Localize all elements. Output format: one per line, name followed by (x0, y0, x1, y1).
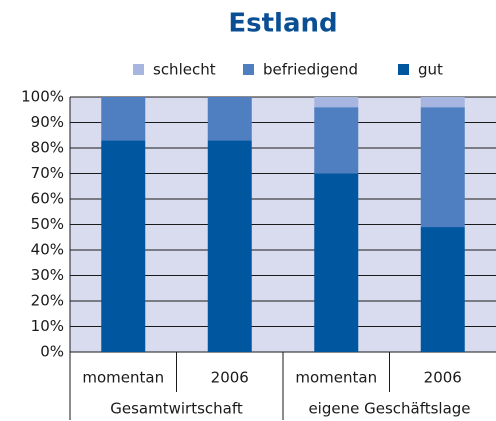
legend-swatch (133, 64, 144, 75)
bar-segment (101, 140, 146, 352)
x-tick-label: 2006 (424, 369, 462, 387)
y-tick-label: 10% (31, 317, 64, 335)
y-tick-label: 0% (40, 343, 64, 361)
x-tick-label: 2006 (211, 369, 249, 387)
bar-segment (420, 97, 465, 108)
group-label: Gesamtwirtschaft (110, 400, 243, 418)
legend-swatch (398, 64, 409, 75)
y-tick-label: 30% (31, 266, 64, 284)
y-tick-label: 40% (31, 241, 64, 259)
group-label: eigene Geschäftslage (308, 400, 470, 418)
bar-segment (314, 173, 359, 352)
bar-segment (207, 140, 252, 352)
y-tick-label: 90% (31, 113, 64, 131)
bar-segment (420, 227, 465, 352)
legend-swatch (243, 64, 254, 75)
y-tick-label: 70% (31, 164, 64, 182)
legend-label: schlecht (153, 61, 216, 79)
chart-title: Estland (228, 9, 337, 39)
y-tick-label: 80% (31, 139, 64, 157)
bar-segment (420, 107, 465, 228)
bar-segment (314, 107, 359, 174)
y-tick-label: 50% (31, 215, 64, 233)
x-tick-label: momentan (82, 369, 164, 387)
bar-segment (101, 97, 146, 141)
y-tick-label: 60% (31, 190, 64, 208)
bar-segment (207, 97, 252, 141)
x-tick-label: momentan (295, 369, 377, 387)
bar-segment (314, 97, 359, 108)
legend-label: befriedigend (263, 61, 358, 79)
legend-label: gut (418, 61, 443, 79)
y-tick-label: 20% (31, 292, 64, 310)
y-tick-label: 100% (21, 88, 64, 106)
